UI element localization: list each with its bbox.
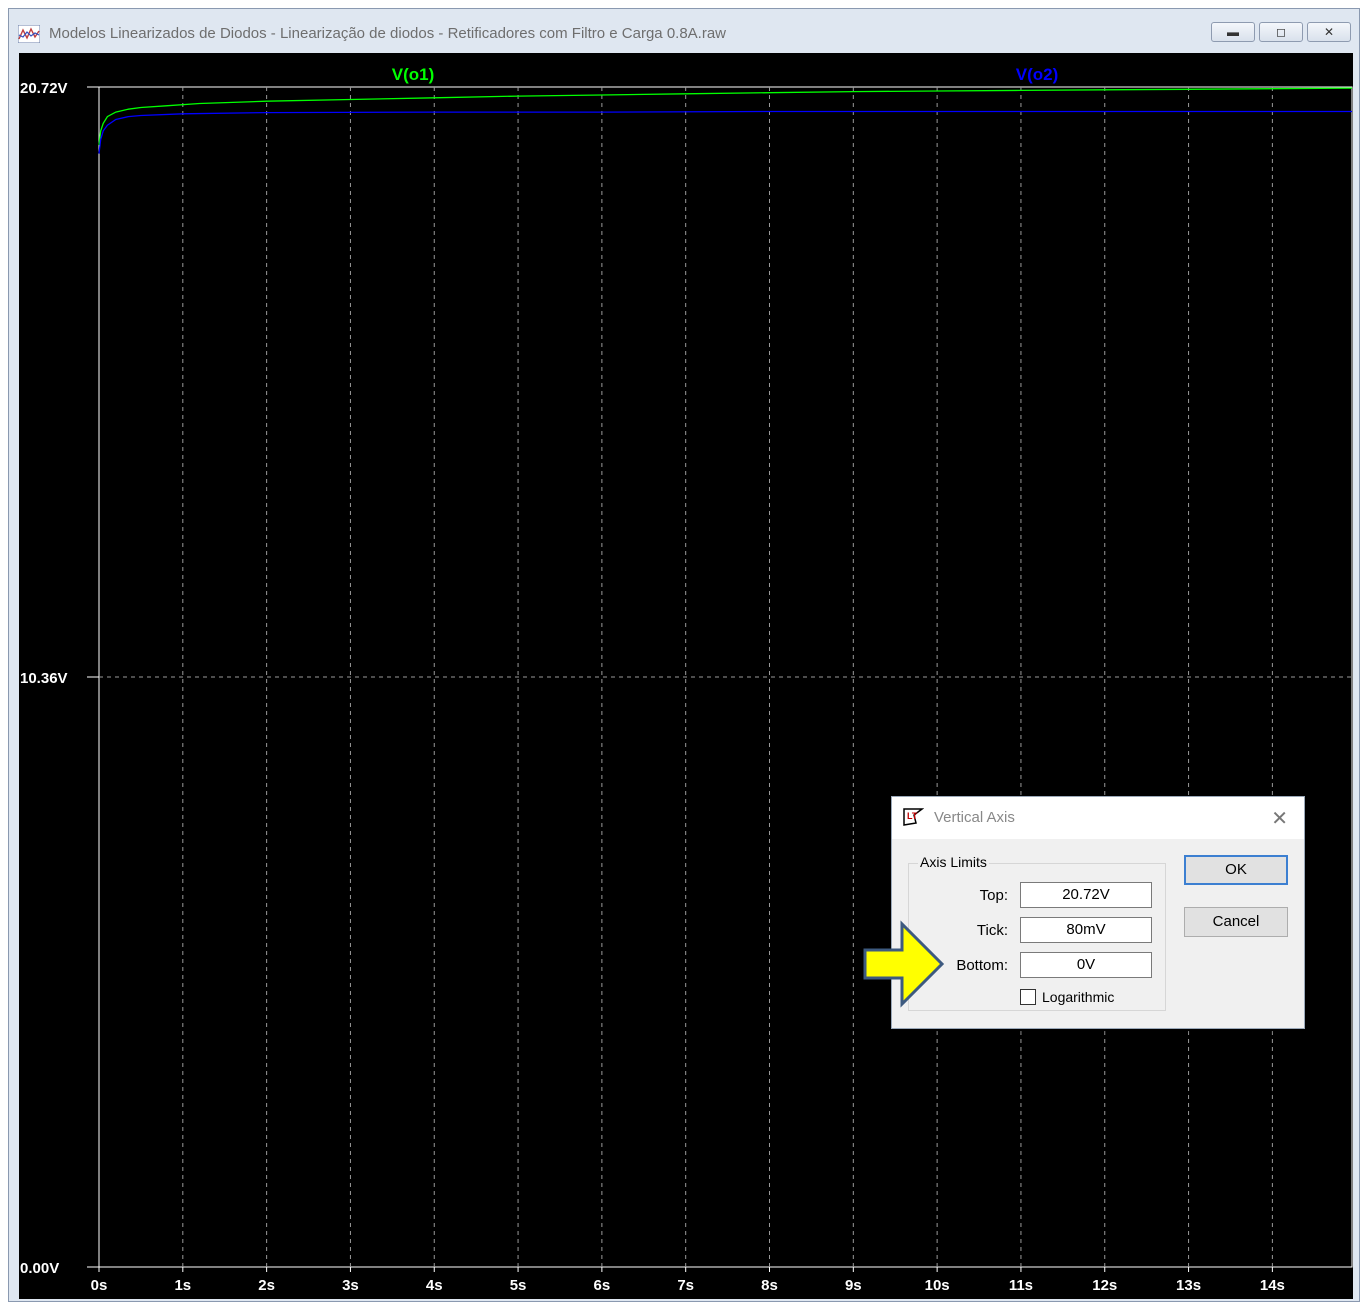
vertical-axis-dialog: LT Vertical Axis ✕ Axis Limits Top: 20.7… [891,796,1305,1029]
minimize-button[interactable]: ▬ [1211,22,1255,42]
x-tick-label: 8s [761,1277,778,1294]
bottom-input[interactable]: 0V [1020,952,1152,978]
ltspice-icon: LT [903,808,924,826]
ok-button[interactable]: OK [1184,855,1288,885]
title-bar[interactable]: Modelos Linearizados de Diodos - Lineari… [9,9,1359,53]
x-tick-label: 13s [1176,1277,1201,1294]
x-tick-label: 0s [91,1277,108,1294]
close-icon: ✕ [1323,25,1335,39]
minimize-icon: ▬ [1227,25,1239,39]
y-tick-label: 10.36V [20,670,68,687]
axis-limits-label: Axis Limits [918,854,989,870]
maximize-button[interactable]: ◻ [1259,22,1303,42]
waveform-viewer-icon [18,25,40,43]
logarithmic-label[interactable]: Logarithmic [1042,989,1115,1005]
x-tick-label: 9s [845,1277,862,1294]
y-tick-label: 0.00V [20,1260,59,1277]
y-tick-label: 20.72V [20,80,68,97]
dialog-title: Vertical Axis [934,809,1015,826]
waveform-chart[interactable]: 0s 1s 2s 3s 4s 5s 6s 7s 8s 9s 10s 11s 12s 13s 14s 0.00V… [19,53,1353,1299]
tick-input[interactable]: 80mV [1020,917,1152,943]
x-tick-label: 11s [1009,1277,1033,1294]
plot-pane[interactable]: 0s 1s 2s 3s 4s 5s 6s 7s 8s 9s 10s 11s 12s 13s 14s 0.00V… [19,53,1353,1299]
x-tick-label: 14s [1260,1277,1285,1294]
yellow-arrow-icon [863,920,945,1008]
legend-label-2: V(o2) [1016,65,1059,84]
tick-label: Tick: [976,922,1008,939]
x-tick-label: 1s [174,1277,191,1294]
maximize-icon: ◻ [1276,25,1286,39]
x-tick-label: 2s [258,1277,275,1294]
dialog-close-button[interactable]: ✕ [1271,808,1288,830]
top-label: Top: [979,887,1008,904]
waveform-window: Modelos Linearizados de Diodos - Lineari… [8,8,1360,1302]
series-line-2 [98,110,1352,154]
legend-label-1: V(o1) [392,65,435,84]
x-tick-label: 7s [677,1277,694,1294]
window-title: Modelos Linearizados de Diodos - Lineari… [49,25,727,42]
svg-text:LT: LT [907,811,918,821]
cancel-button[interactable]: Cancel [1184,907,1288,937]
bottom-label: Bottom: [956,957,1008,974]
series-line-1 [98,87,1353,146]
x-tick-label: 3s [342,1277,359,1294]
x-tick-label: 12s [1092,1277,1117,1294]
x-tick-label: 4s [426,1277,443,1294]
x-tick-label: 6s [594,1277,611,1294]
dialog-title-bar[interactable]: LT Vertical Axis ✕ [892,797,1304,839]
top-input[interactable]: 20.72V [1020,882,1152,908]
x-tick-label: 10s [925,1277,950,1294]
logarithmic-checkbox[interactable] [1020,989,1036,1005]
x-tick-label: 5s [510,1277,527,1294]
close-window-button[interactable]: ✕ [1307,22,1351,42]
